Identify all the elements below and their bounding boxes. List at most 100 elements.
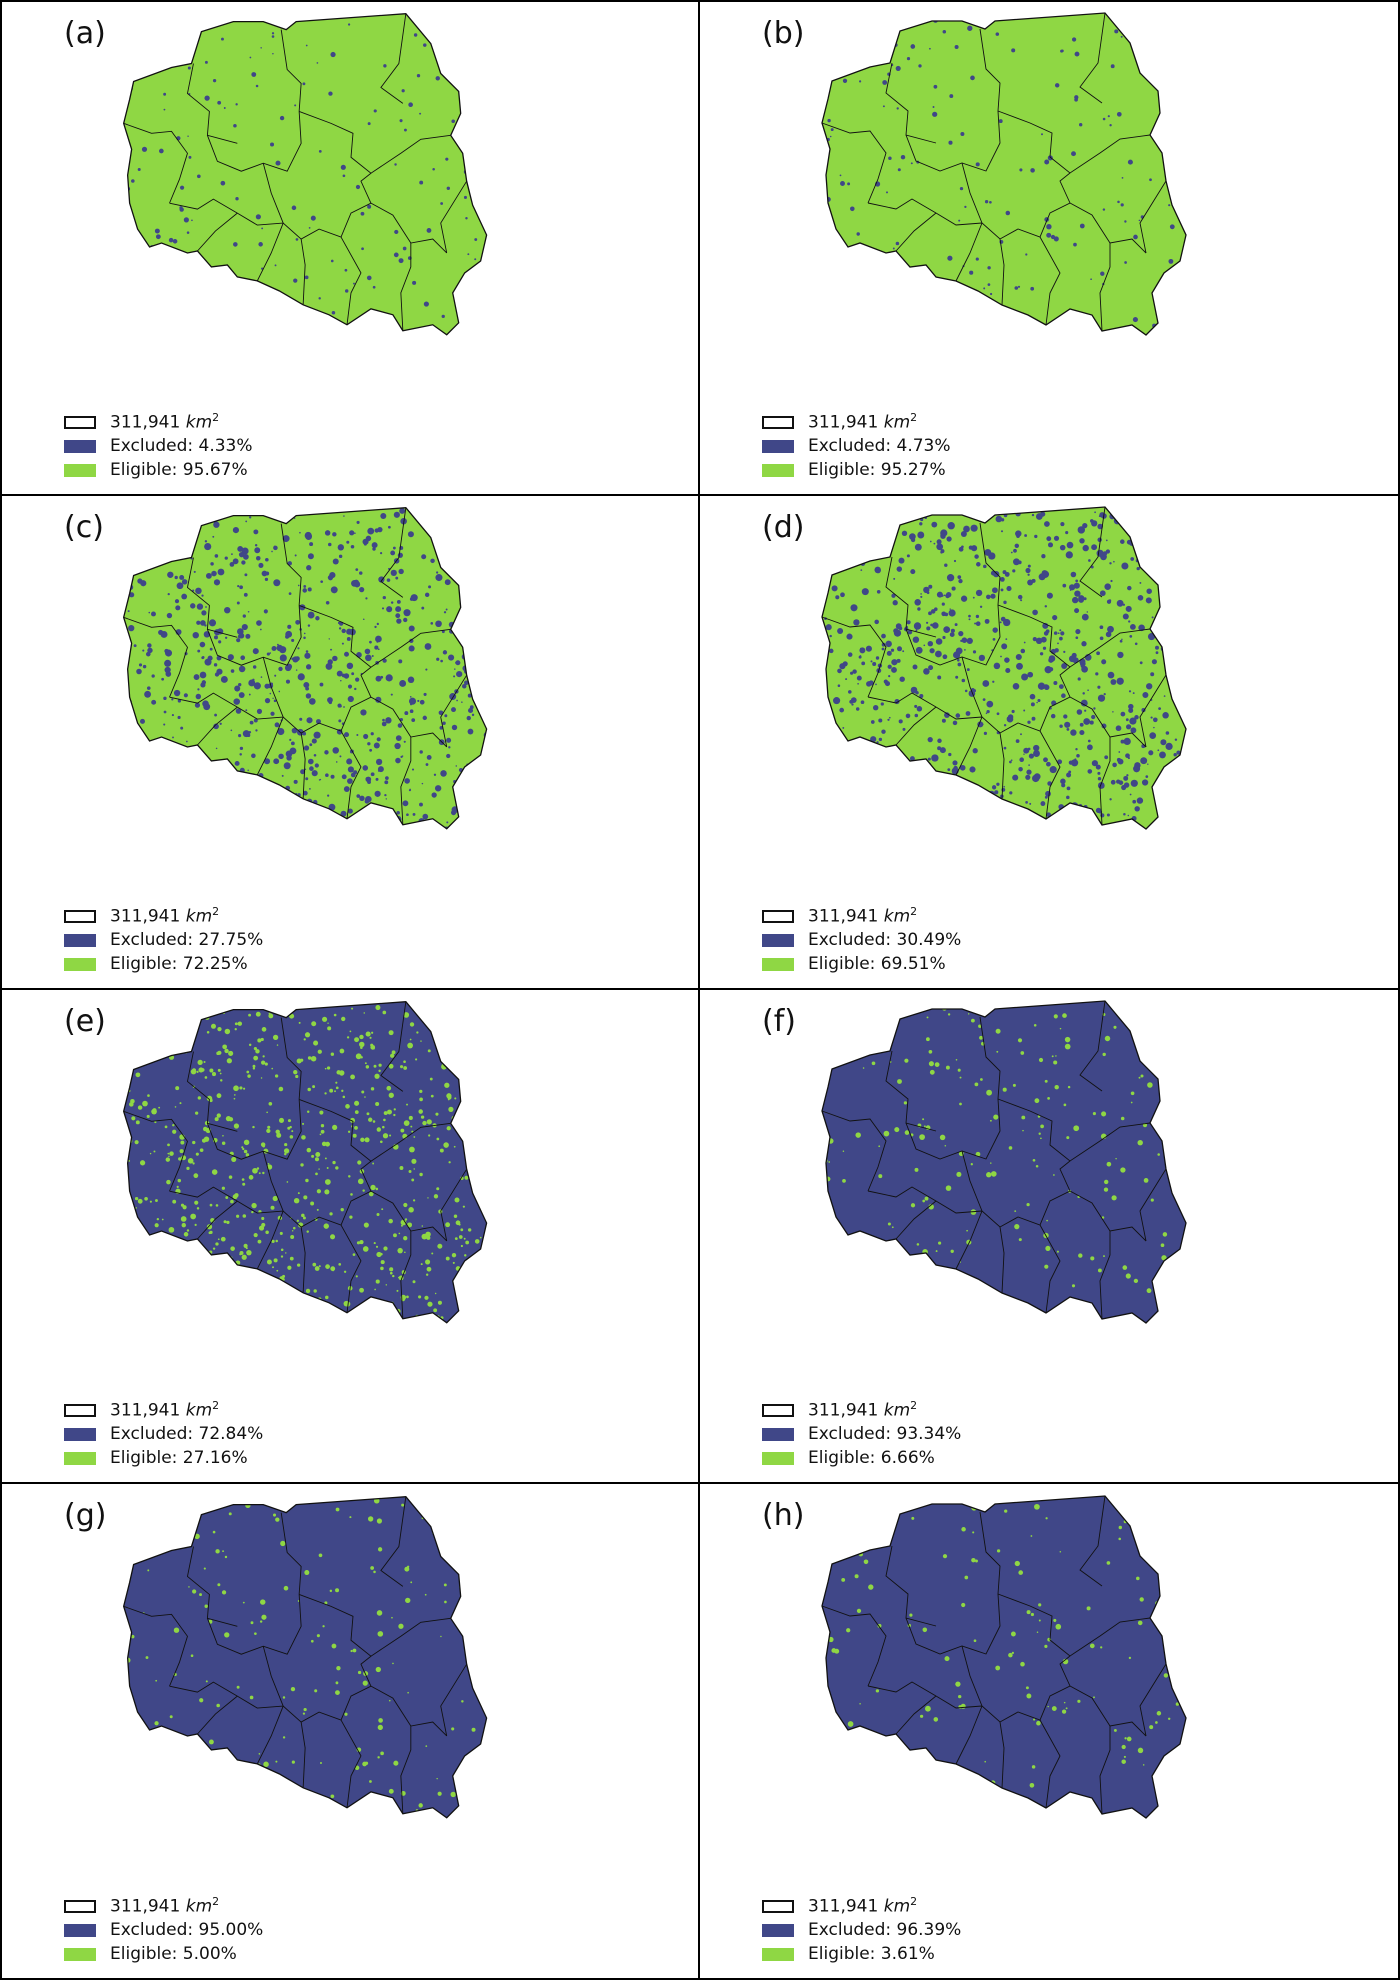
voivodeship-border <box>262 1646 372 1723</box>
voivodeship-border <box>1079 1000 1106 1092</box>
country-fill <box>123 1496 487 1818</box>
voivodeship-border <box>1039 236 1061 326</box>
voivodeship-border <box>1099 243 1111 332</box>
poland-map <box>821 12 1187 336</box>
legend-excluded: Excluded: 27.75% <box>64 928 263 952</box>
legend: 311,941 km2 Excluded: 4.73% Eligible: 95… <box>762 410 951 482</box>
legend: 311,941 km2 Excluded: 96.39% Eligible: 3… <box>762 1894 961 1966</box>
voivodeship-border <box>867 1186 983 1214</box>
voivodeship-border <box>997 1593 1151 1657</box>
legend-eligible-swatch <box>762 463 794 477</box>
voivodeship-border <box>186 1546 238 1627</box>
legend-eligible-swatch <box>762 1947 794 1961</box>
voivodeship-border <box>867 198 983 226</box>
voivodeship-border <box>979 522 1001 606</box>
legend-excluded-swatch <box>762 1427 794 1441</box>
voivodeship-border <box>997 110 1151 174</box>
legend-eligible-text: Eligible: 69.51% <box>808 954 946 974</box>
legend-total-area: 311,941 km2 <box>64 904 263 928</box>
country-border <box>122 1496 488 1819</box>
legend-area-text: 311,941 km2 <box>808 1895 918 1917</box>
voivodeship-border <box>961 1645 1071 1723</box>
country-fill <box>123 507 487 829</box>
voivodeship-border <box>400 243 412 331</box>
voivodeship-border <box>280 1017 302 1100</box>
legend-eligible-text: Eligible: 27.16% <box>110 1448 248 1468</box>
map-panel: (g) 311,941 km2 Excluded: 95.00% Eligibl… <box>2 1484 700 1978</box>
voivodeship-border <box>400 737 412 825</box>
voivodeship-border <box>380 1496 407 1587</box>
legend-excluded-text: Excluded: 4.73% <box>808 436 951 456</box>
voivodeship-border <box>298 110 451 174</box>
voivodeship-border <box>197 212 238 252</box>
voivodeship-border <box>280 29 302 112</box>
voivodeship-border <box>895 1695 937 1735</box>
voivodeship-border <box>885 556 937 638</box>
voivodeship-border <box>300 1226 306 1293</box>
voivodeship-border <box>256 1705 284 1765</box>
legend-eligible-text: Eligible: 72.25% <box>110 954 248 974</box>
country-fill <box>822 13 1186 335</box>
legend-excluded-swatch <box>762 933 794 947</box>
poland-map <box>122 1001 488 1324</box>
legend-excluded-swatch <box>762 1923 794 1937</box>
voivodeship-border <box>380 1001 407 1092</box>
legend-outline-swatch <box>64 415 96 429</box>
legend-total-area: 311,941 km2 <box>64 1398 263 1422</box>
country-fill <box>123 13 487 335</box>
legend: 311,941 km2 Excluded: 72.84% Eligible: 2… <box>64 1398 263 1470</box>
legend-excluded: Excluded: 95.00% <box>64 1918 263 1942</box>
legend-outline-swatch <box>64 1403 96 1417</box>
legend-eligible: Eligible: 6.66% <box>762 1446 961 1470</box>
legend-area-text: 311,941 km2 <box>110 1399 220 1421</box>
voivodeship-border <box>298 1593 451 1657</box>
voivodeship-border <box>400 1231 412 1319</box>
map-panel: (d) 311,941 km2 Excluded: 30.49% Eligibl… <box>700 496 1398 990</box>
voivodeship-border <box>340 730 362 819</box>
legend-eligible-text: Eligible: 6.66% <box>808 1448 935 1468</box>
voivodeship-border <box>979 28 1001 112</box>
legend-area-text: 311,941 km2 <box>808 411 918 433</box>
voivodeship-border <box>440 1168 468 1242</box>
legend-excluded-text: Excluded: 72.84% <box>110 1424 264 1444</box>
voivodeship-border <box>370 1190 448 1242</box>
voivodeship-border <box>997 1098 1151 1162</box>
panel-label: (f) <box>762 1004 796 1039</box>
voivodeship-border <box>955 716 983 776</box>
voivodeship-border <box>206 1099 302 1160</box>
voivodeship-border <box>169 198 284 226</box>
poland-map <box>821 506 1187 830</box>
voivodeship-border <box>197 1695 238 1735</box>
legend-excluded-text: Excluded: 96.39% <box>808 1920 962 1940</box>
poland-map <box>122 1496 488 1819</box>
voivodeship-border <box>979 1511 1001 1595</box>
map-panel: (h) 311,941 km2 Excluded: 96.39% Eligibl… <box>700 1484 1398 1978</box>
voivodeship-border <box>1079 1495 1106 1587</box>
map-panel: (c) 311,941 km2 Excluded: 27.75% Eligibl… <box>2 496 700 990</box>
legend-outline-swatch <box>762 909 794 923</box>
legend-eligible: Eligible: 95.27% <box>762 458 951 482</box>
legend-excluded: Excluded: 4.73% <box>762 434 951 458</box>
legend-eligible-swatch <box>64 463 96 477</box>
country-fill <box>822 507 1186 829</box>
voivodeship-border <box>300 238 306 305</box>
voivodeship-border <box>999 1721 1005 1789</box>
panel-label: (g) <box>64 1498 107 1533</box>
country-border <box>122 13 488 336</box>
voivodeship-border <box>1139 1663 1167 1737</box>
country-border <box>821 12 1187 336</box>
legend-eligible-swatch <box>64 1451 96 1465</box>
country-fill <box>123 1001 487 1323</box>
voivodeship-border <box>1039 730 1061 820</box>
voivodeship-border <box>895 212 937 252</box>
voivodeship-border <box>256 1210 284 1270</box>
legend-excluded: Excluded: 72.84% <box>64 1422 263 1446</box>
panel-label: (h) <box>762 1498 805 1533</box>
voivodeship-border <box>440 1663 468 1737</box>
voivodeship-border <box>961 656 1071 734</box>
voivodeship-border <box>1139 1168 1167 1242</box>
legend-excluded: Excluded: 93.34% <box>762 1422 961 1446</box>
voivodeship-border <box>961 162 1071 240</box>
voivodeship-border <box>1139 674 1167 748</box>
legend-eligible-swatch <box>762 957 794 971</box>
